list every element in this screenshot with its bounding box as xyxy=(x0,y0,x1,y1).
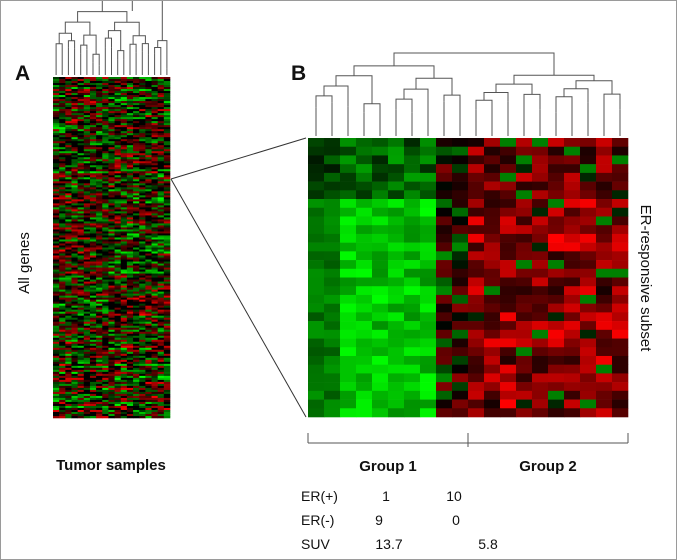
panel-a-label: A xyxy=(15,62,30,85)
table-cell-group1: 13.7 xyxy=(375,536,402,552)
group-2-label: Group 2 xyxy=(519,458,577,475)
zoom-line-top xyxy=(170,137,307,180)
summary-table: ER(+) 1 10 ER(-) 9 0 SUV 13.7 5.8 xyxy=(301,488,498,552)
table-row-label: ER(+) xyxy=(301,488,338,504)
panel-b-dendrogram xyxy=(315,52,621,136)
panel-a-heatmap xyxy=(53,77,171,419)
zoom-line-bottom xyxy=(170,178,307,418)
table-row-label: SUV xyxy=(301,536,330,552)
group-1-label: Group 1 xyxy=(359,458,417,475)
panel-b-y-label: ER-responsive subset xyxy=(637,205,654,353)
panel-a-dendrogram xyxy=(55,1,168,75)
table-cell-group1: 9 xyxy=(375,512,383,528)
table-cell-group2: 10 xyxy=(446,488,462,504)
panel-a-y-label: All genes xyxy=(16,232,33,294)
table-cell-group2: 5.8 xyxy=(478,536,498,552)
panel-b-label: B xyxy=(291,62,306,85)
table-row-label: ER(-) xyxy=(301,512,334,528)
panel-a-x-label: Tumor samples xyxy=(56,457,166,474)
group-bracket xyxy=(307,433,629,447)
table-cell-group1: 1 xyxy=(382,488,390,504)
panel-b-heatmap xyxy=(308,138,629,418)
table-cell-group2: 0 xyxy=(452,512,460,528)
